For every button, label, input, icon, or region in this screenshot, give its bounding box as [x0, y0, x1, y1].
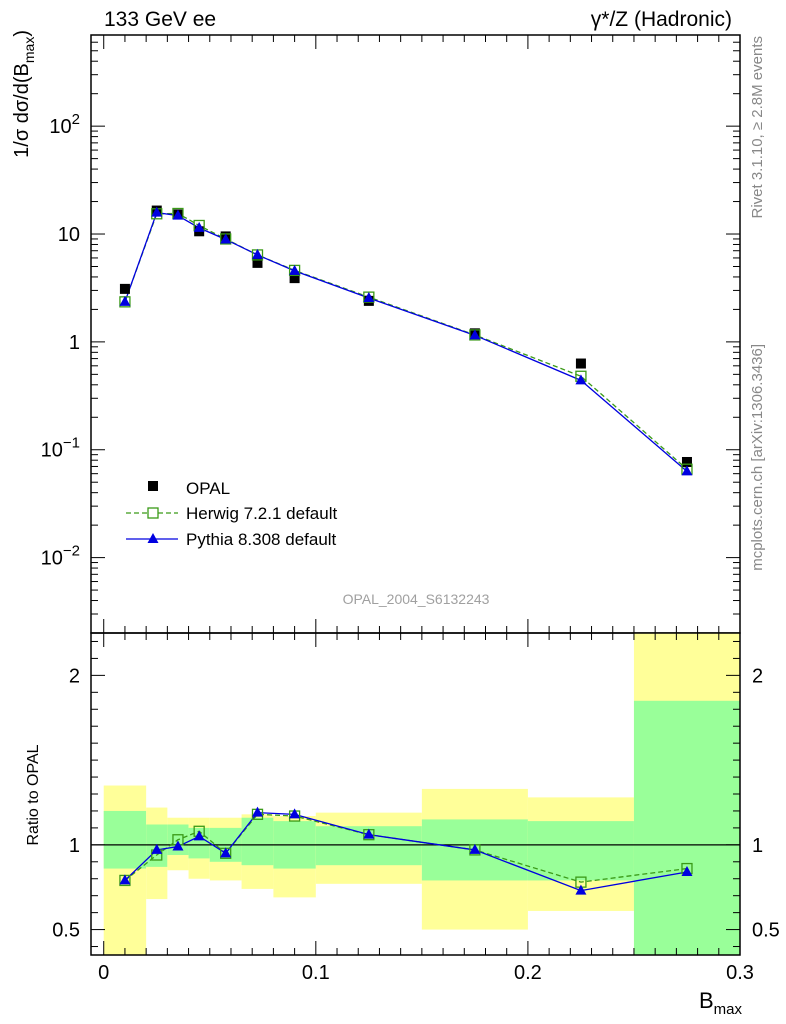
ratio-y-tick-label: 0.5: [52, 920, 80, 942]
green-band: [527, 821, 634, 881]
green-band: [241, 817, 274, 866]
header-right: γ*/Z (Hadronic): [590, 8, 732, 31]
y-tick-label: 10: [58, 224, 80, 246]
green-band: [633, 700, 740, 955]
pythia-point: [289, 264, 301, 275]
ratio-pythia-point: [119, 874, 131, 885]
ratio-pythia-point: [289, 808, 301, 819]
ratio-pythia-point: [172, 840, 184, 851]
opal-point: [575, 358, 586, 369]
ratio-y-axis-label: Ratio to OPAL: [25, 744, 42, 845]
opal-point: [289, 273, 300, 284]
legend-label-opal: OPAL: [186, 479, 230, 498]
pythia-point: [119, 295, 131, 306]
ratio-pythia-point: [251, 806, 263, 817]
green-band: [103, 810, 147, 869]
herwig-line: [124, 212, 688, 470]
ratio-pythia-point: [220, 847, 232, 858]
opal-point: [119, 283, 130, 294]
x-tick-label: 0.2: [514, 962, 542, 984]
legend-label-pythia: Pythia 8.308 default: [186, 530, 337, 549]
x-tick-label: 0.3: [726, 962, 754, 984]
legend-label-herwig: Herwig 7.2.1 default: [186, 504, 337, 523]
ratio-y-tick-label: 1: [69, 835, 80, 857]
ratio-pythia-point: [193, 830, 205, 841]
opal-point: [681, 456, 692, 467]
y-tick-label: 10−2: [41, 543, 80, 570]
ratio-y-tick-label-right: 0.5: [752, 920, 780, 942]
ratio-pythia-point: [151, 843, 163, 854]
y-tick-label: 10−1: [41, 435, 80, 462]
legend-marker-herwig: [147, 507, 159, 519]
pythia-point: [575, 374, 587, 385]
ratio-y-tick-label-right: 2: [752, 665, 763, 687]
header-left: 133 GeV ee: [104, 8, 217, 31]
ratio-pythia-point: [469, 843, 481, 854]
ratio-pythia-point: [363, 828, 375, 839]
pythia-point: [469, 329, 481, 340]
legend-marker-pythia: [147, 533, 159, 543]
main-panel: 1/σ dσ/d(Bmax) OPAL_2004_S6132243 OPAL Herw…: [11, 30, 741, 634]
pythia-point: [363, 292, 375, 303]
ratio-panel: 0.5 0.5 1 1 2 2 0 0.1 0.2 0.3 Ratio to OPAL Bmax: [25, 632, 780, 1018]
legend-marker-opal: [148, 481, 158, 491]
pythia-line: [124, 211, 688, 472]
pythia-point: [220, 233, 232, 244]
opal-point: [252, 257, 263, 268]
pythia-point: [151, 206, 163, 217]
ratio-y-tick-label-right: 1: [752, 835, 763, 857]
y-tick-label: 102: [49, 111, 80, 138]
x-tick-label: 0: [98, 962, 109, 984]
pythia-point: [172, 209, 184, 220]
pythia-point: [193, 221, 205, 232]
x-tick-label: 0.1: [302, 962, 330, 984]
ratio-y-tick-label: 2: [69, 665, 80, 687]
y-tick-label: 1: [69, 332, 80, 354]
ratio-pythia-point: [681, 865, 693, 876]
x-axis-label: Bmax: [699, 988, 743, 1018]
legend: OPAL Herwig 7.2.1 default Pythia 8.308 def…: [126, 479, 337, 549]
analysis-watermark: OPAL_2004_S6132243: [343, 591, 490, 607]
side-label-rivet: Rivet 3.1.10, ≥ 2.8M events: [749, 36, 766, 219]
y-axis-label: 1/σ dσ/d(Bmax): [11, 30, 37, 158]
pythia-point: [681, 465, 693, 476]
pythia-point: [251, 248, 263, 259]
side-label-site: mcplots.cern.ch [arXiv:1306.3436]: [749, 344, 766, 571]
ratio-herwig-line: [124, 813, 688, 883]
ratio-pythia-point: [575, 884, 587, 895]
